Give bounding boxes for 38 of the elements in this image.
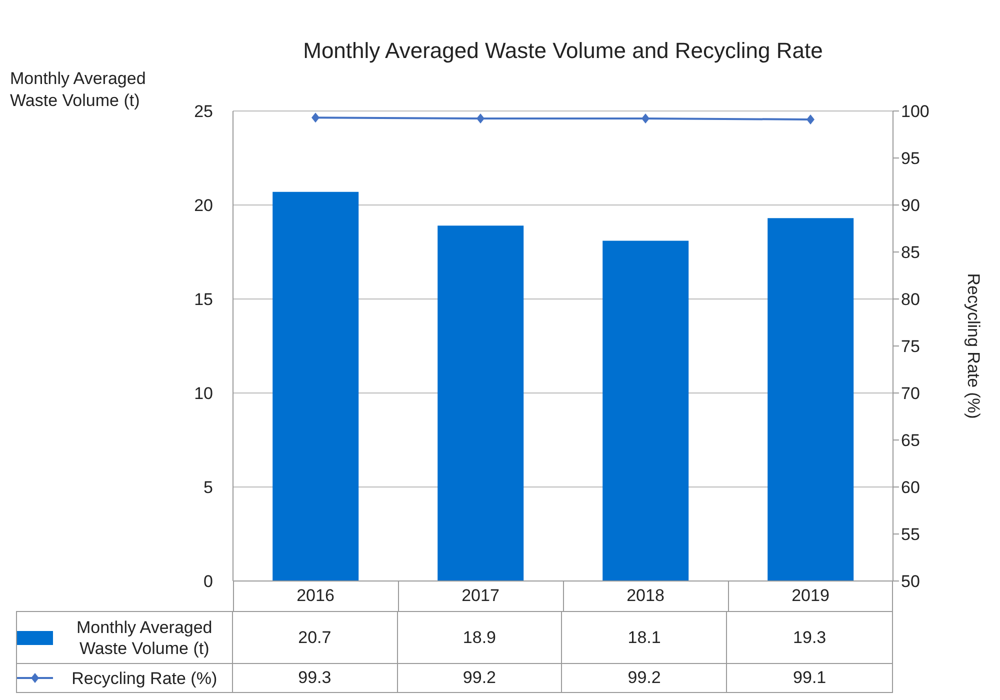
y2-axis-title: Recycling Rate (%)	[963, 273, 983, 419]
y-tick-label: 15	[194, 290, 213, 310]
y2-tick-label: 75	[901, 337, 920, 356]
y2-tick-label: 80	[901, 290, 920, 310]
bar	[438, 226, 524, 581]
data-label: 18.1	[562, 612, 728, 663]
bar	[768, 218, 854, 581]
y-axis-title: Monthly Averaged Waste Volume (t)	[10, 68, 147, 112]
y2-tick-label: 50	[901, 572, 920, 592]
data-label: 99.2	[562, 664, 728, 692]
y2-tick-label: 90	[901, 196, 920, 216]
y2-tick-label: 100	[901, 102, 930, 122]
x-tick-label: 2016	[296, 586, 334, 606]
bar	[602, 240, 689, 581]
legend-label: Monthly Averaged Waste Volume (t)	[75, 616, 214, 658]
data-label: 99.3	[232, 664, 398, 692]
bar	[272, 192, 359, 581]
y-tick-label: 10	[194, 384, 213, 404]
y-tick-label: 0	[204, 572, 213, 592]
data-label: 99.1	[792, 667, 828, 689]
legend-label: Recycling Rate (%)	[70, 668, 218, 688]
data-label: 18.9	[398, 612, 562, 663]
data-label: 19.3	[792, 626, 828, 648]
x-tick-label: 2019	[792, 586, 830, 606]
y2-tick-label: 70	[901, 384, 920, 404]
data-label: 20.7	[232, 612, 398, 663]
y2-tick-label: 65	[901, 431, 920, 450]
y2-tick-label: 95	[901, 149, 920, 168]
y2-tick-label: 55	[901, 525, 920, 544]
y-tick-label: 5	[204, 478, 213, 498]
data-label: 99.2	[398, 664, 562, 692]
y2-tick-label: 60	[901, 478, 920, 498]
y-tick-label: 25	[194, 102, 213, 122]
chart-title: Monthly Averaged Waste Volume and Recycling Rate	[302, 38, 824, 64]
y2-tick-label: 85	[901, 243, 920, 262]
y-tick-label: 20	[194, 196, 213, 216]
x-tick-label: 2018	[626, 586, 664, 606]
x-tick-label: 2017	[462, 586, 500, 606]
